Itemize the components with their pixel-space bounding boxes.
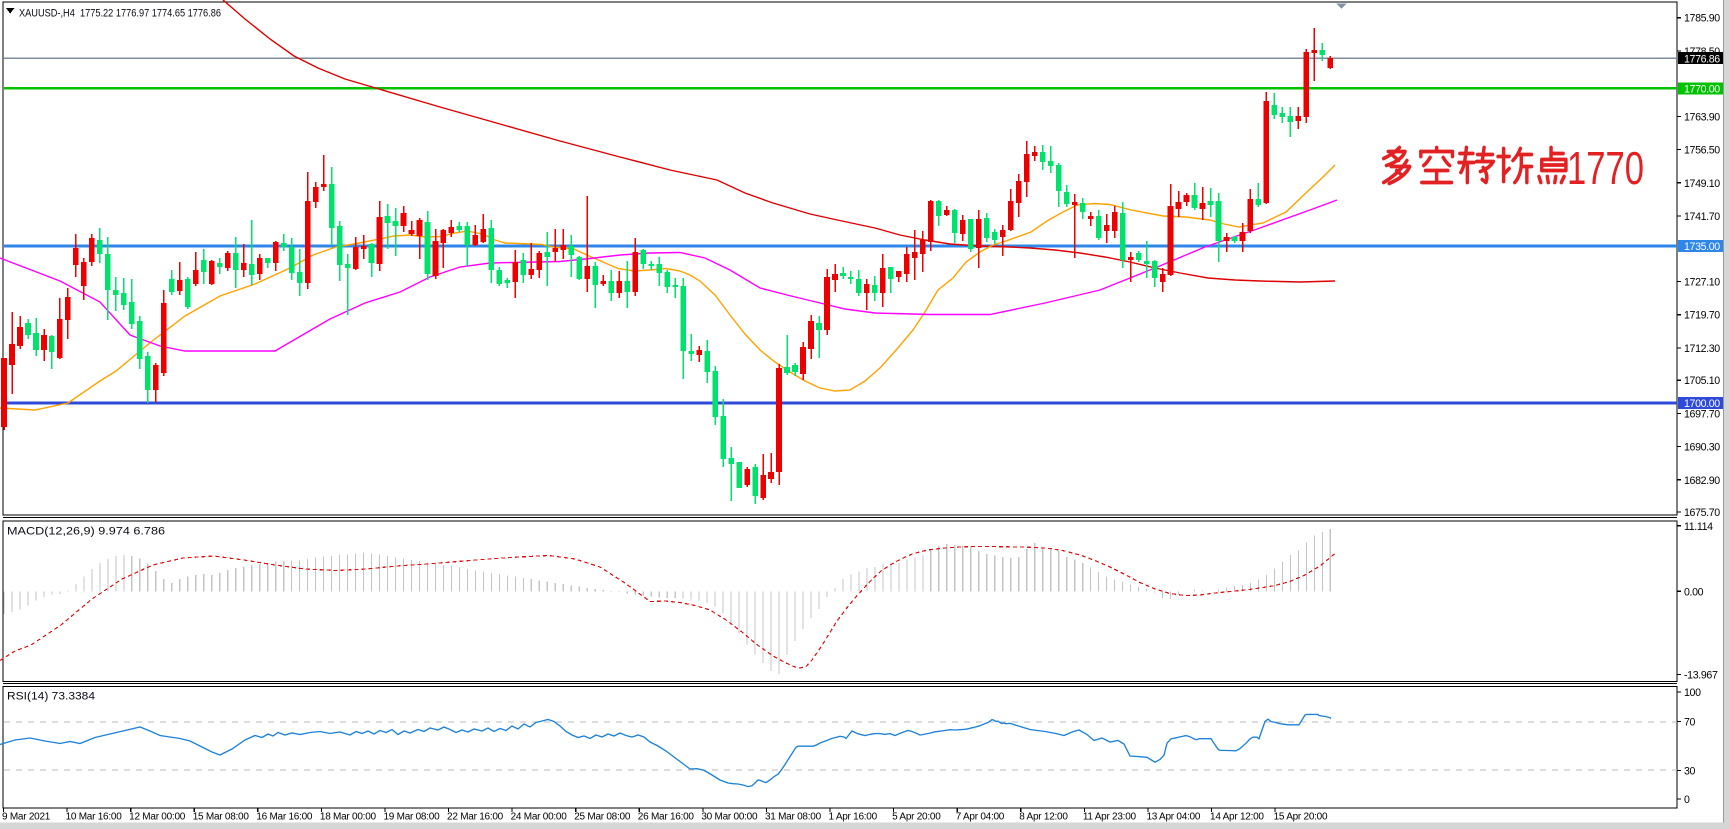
- svg-text:MACD(12,26,9) 9.974 6.786: MACD(12,26,9) 9.974 6.786: [7, 526, 165, 538]
- svg-text:9 Mar 2021: 9 Mar 2021: [2, 812, 51, 823]
- svg-text:25 Mar 08:00: 25 Mar 08:00: [574, 812, 631, 823]
- svg-text:10 Mar 16:00: 10 Mar 16:00: [66, 812, 123, 823]
- svg-text:1741.70: 1741.70: [1684, 211, 1720, 223]
- svg-text:22 Mar 16:00: 22 Mar 16:00: [447, 812, 504, 823]
- svg-text:30 Mar 00:00: 30 Mar 00:00: [701, 812, 758, 823]
- svg-text:11.114: 11.114: [1684, 521, 1713, 533]
- svg-text:0: 0: [1684, 794, 1690, 806]
- svg-text:31 Mar 08:00: 31 Mar 08:00: [765, 812, 822, 823]
- svg-text:1776.86: 1776.86: [1684, 53, 1720, 65]
- svg-text:30: 30: [1684, 765, 1696, 777]
- svg-text:70: 70: [1684, 717, 1696, 729]
- svg-text:1 Apr 16:00: 1 Apr 16:00: [829, 812, 878, 823]
- svg-text:1682.90: 1682.90: [1684, 475, 1720, 487]
- svg-text:1690.30: 1690.30: [1684, 442, 1720, 454]
- svg-text:1727.10: 1727.10: [1684, 277, 1720, 289]
- svg-text:12 Mar 00:00: 12 Mar 00:00: [129, 812, 186, 823]
- svg-text:0.00: 0.00: [1684, 586, 1704, 598]
- svg-text:1763.90: 1763.90: [1684, 111, 1720, 123]
- svg-text:13 Apr 04:00: 13 Apr 04:00: [1146, 812, 1200, 823]
- svg-text:-13.967: -13.967: [1684, 670, 1718, 682]
- svg-text:1697.70: 1697.70: [1684, 408, 1720, 420]
- svg-text:1705.10: 1705.10: [1684, 375, 1720, 387]
- svg-text:1785.90: 1785.90: [1684, 13, 1720, 25]
- svg-text:16 Mar 16:00: 16 Mar 16:00: [256, 812, 313, 823]
- svg-text:1756.50: 1756.50: [1684, 145, 1720, 157]
- svg-text:1770.00: 1770.00: [1684, 84, 1720, 96]
- svg-text:1719.70: 1719.70: [1684, 310, 1720, 322]
- svg-text:100: 100: [1684, 687, 1701, 699]
- svg-text:XAUUSD-,H4 1775.22 1776.97 17: XAUUSD-,H4 1775.22 1776.97 1774.65 1776.…: [19, 8, 221, 20]
- svg-text:24 Mar 00:00: 24 Mar 00:00: [511, 812, 568, 823]
- svg-text:8 Apr 12:00: 8 Apr 12:00: [1019, 812, 1068, 823]
- svg-text:15 Mar 08:00: 15 Mar 08:00: [193, 812, 250, 823]
- svg-text:18 Mar 00:00: 18 Mar 00:00: [320, 812, 377, 823]
- svg-text:7 Apr 04:00: 7 Apr 04:00: [956, 812, 1005, 823]
- svg-text:1675.70: 1675.70: [1684, 507, 1720, 519]
- svg-text:19 Mar 08:00: 19 Mar 08:00: [383, 812, 440, 823]
- svg-text:26 Mar 16:00: 26 Mar 16:00: [638, 812, 695, 823]
- svg-text:1735.00: 1735.00: [1684, 241, 1720, 253]
- svg-text:1770: 1770: [1567, 142, 1644, 194]
- svg-text:1749.10: 1749.10: [1684, 178, 1720, 190]
- svg-text:11 Apr 23:00: 11 Apr 23:00: [1083, 812, 1137, 823]
- svg-text:5 Apr 20:00: 5 Apr 20:00: [892, 812, 941, 823]
- svg-text:15 Apr 20:00: 15 Apr 20:00: [1274, 812, 1328, 823]
- svg-text:1712.30: 1712.30: [1684, 343, 1720, 355]
- svg-text:RSI(14) 73.3384: RSI(14) 73.3384: [7, 691, 95, 703]
- svg-text:14 Apr 12:00: 14 Apr 12:00: [1210, 812, 1264, 823]
- svg-text:1700.00: 1700.00: [1684, 398, 1720, 410]
